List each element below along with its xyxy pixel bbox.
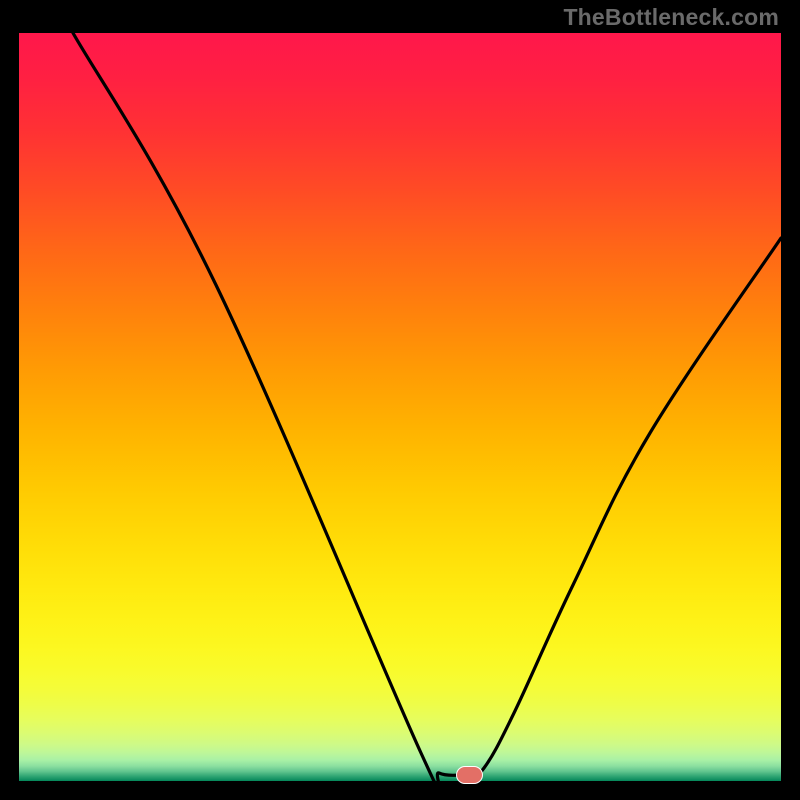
watermark-label: TheBottleneck.com	[563, 4, 779, 31]
bottleneck-curve	[19, 33, 781, 781]
plot-area	[19, 33, 781, 781]
optimal-point-marker	[456, 766, 483, 784]
